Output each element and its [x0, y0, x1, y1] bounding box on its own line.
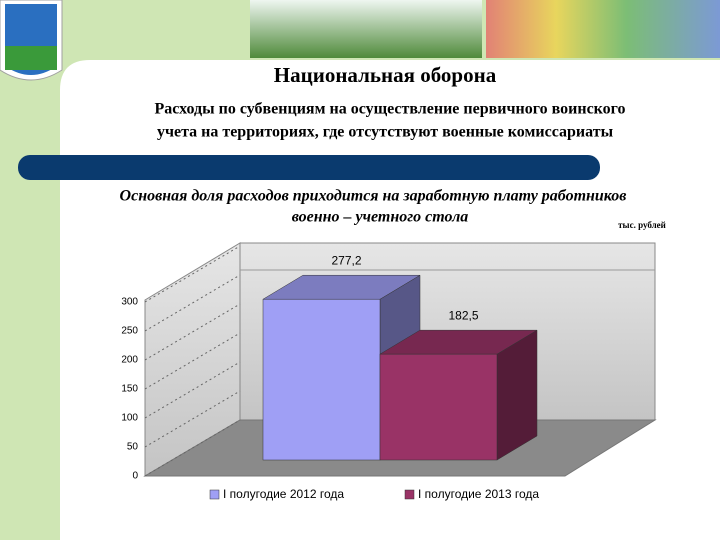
- y-tick-label: 0: [132, 471, 138, 482]
- banner-photo: [250, 0, 482, 58]
- annotation: военно – учетного стола: [292, 209, 469, 226]
- legend-swatch: [209, 489, 220, 500]
- annotation: Основная доля расходов приходится на зар…: [120, 188, 627, 205]
- grid-line: [144, 361, 241, 419]
- unit-label: тыс. рублей: [618, 220, 666, 230]
- bar: [379, 353, 498, 461]
- bar: [262, 298, 381, 461]
- y-tick-label: 150: [121, 384, 138, 395]
- grid-line: [144, 274, 241, 332]
- y-tick-label: 300: [121, 297, 138, 308]
- legend-label: I полугодие 2012 года: [223, 487, 344, 501]
- data-label: 277,2: [331, 253, 361, 267]
- divider-bar: [18, 155, 600, 180]
- grid-line: [144, 303, 241, 361]
- subtitle: учета на территориях, где отсутствуют во…: [157, 124, 614, 141]
- grid-line: [144, 332, 241, 390]
- legend-swatch: [404, 489, 415, 500]
- grid-line: [144, 419, 241, 477]
- data-label: 182,5: [448, 308, 478, 322]
- y-tick-label: 100: [121, 413, 138, 424]
- y-tick-label: 200: [121, 355, 138, 366]
- y-tick-label: 250: [121, 326, 138, 337]
- y-tick-label: 50: [127, 442, 139, 453]
- grid-line: [144, 245, 241, 303]
- coat-of-arms-base: [5, 46, 57, 70]
- grid-line: [144, 390, 241, 448]
- banner-logo: [486, 0, 720, 58]
- subtitle: Расходы по субвенциям на осуществление п…: [154, 101, 625, 118]
- title: Национальная оборона: [274, 63, 497, 87]
- legend-label: I полугодие 2013 года: [418, 487, 539, 501]
